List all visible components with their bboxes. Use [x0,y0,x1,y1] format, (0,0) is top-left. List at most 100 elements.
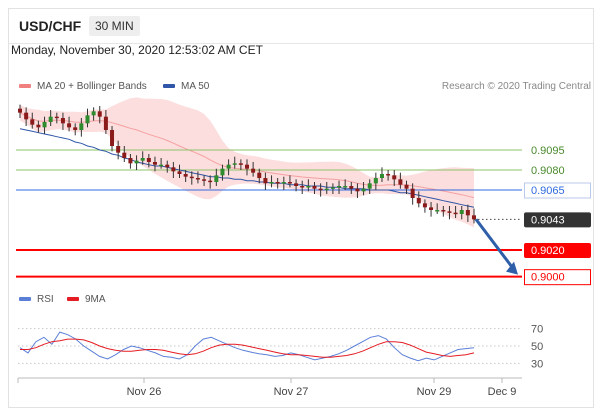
candle-body-7 [60,118,65,124]
candle-body-68 [435,210,440,212]
candle-body-26 [177,171,182,174]
timeframe-badge[interactable]: 30 MIN [89,16,140,36]
candle-body-12 [91,111,96,116]
legend-9ma: 9MA [67,294,106,305]
candle-body-42 [275,182,280,184]
candle-body-57 [367,183,372,189]
candle-body-43 [281,182,286,184]
candle-body-74 [472,215,476,220]
level-label-2: 0.9065 [531,185,565,197]
candle-body-11 [85,115,90,124]
candle-body-51 [330,187,335,189]
candle-body-31 [208,180,213,183]
legend-ma50-label: MA 50 [181,81,210,92]
bollinger-swatch [19,84,31,89]
x-tick-label-1: Nov 27 [274,386,309,398]
candle-body-61 [392,175,397,180]
candle-body-64 [410,188,415,198]
candle-body-63 [404,184,409,189]
candle-body-40 [263,178,268,184]
legend-ma50: MA 50 [163,81,209,92]
candle-body-18 [128,158,133,164]
candle-body-49 [318,188,323,191]
ma50-swatch [163,84,175,89]
candle-body-29 [195,178,200,180]
forecast-arrow-shaft [474,218,516,271]
chart-header: USD/CHF 30 MIN [9,9,593,44]
legend-rsi-label: RSI [37,294,54,305]
rsi-line [19,331,475,362]
candle-body-15 [110,130,115,146]
research-credit: Research © 2020 Trading Central [441,81,591,92]
candle-body-36 [238,163,243,165]
candle-body-28 [189,176,194,179]
rsi-ma-line [20,338,475,358]
x-tick-label-2: Nov 29 [417,386,452,398]
candle-body-17 [122,152,127,158]
candle-body-16 [116,146,121,153]
candle-body-45 [294,183,299,186]
candle-body-10 [79,123,84,130]
candle-body-24 [165,164,170,168]
candle-body-37 [245,164,249,169]
candle-body-66 [422,203,427,208]
candle-body-46 [300,186,305,188]
candle-body-19 [134,160,139,164]
forecast-arrow-head [506,261,518,275]
candle-body-67 [429,207,434,210]
candle-body-14 [103,116,108,130]
candle-body-20 [140,158,145,161]
candle-body-48 [312,186,317,189]
chart-datetime: Monday, November 30, 2020 12:53:02 AM CE… [11,43,263,57]
candle-body-25 [171,167,176,172]
candle-body-8 [67,123,72,128]
level-badge-4 [524,243,591,258]
candle-body-35 [232,163,237,165]
candle-body-30 [202,179,207,181]
candle-body-44 [287,182,292,184]
candle-body-62 [398,179,403,185]
rsi-level-label-0: 70 [531,324,543,336]
level-label-0: 0.9095 [531,145,565,157]
candle-body-71 [453,212,458,215]
candle-body-72 [459,210,464,214]
candle-body-38 [251,168,256,173]
level-label-5: 0.9000 [531,272,565,284]
candle-body-73 [465,210,470,216]
legend-bollinger-label: MA 20 + Bollinger Bands [37,81,147,92]
candle-body-32 [214,175,219,182]
candle-body-6 [54,116,59,119]
x-tick-label-0: Nov 26 [127,386,162,398]
candle-body-47 [306,186,311,188]
legend-9ma-label: 9MA [85,294,106,305]
candle-body-56 [361,188,366,192]
candle-body-21 [146,158,151,162]
level-label-4: 0.9020 [531,245,565,257]
symbol-label: USD/CHF [19,18,82,34]
chart-frame: USD/CHF 30 MIN [8,8,594,408]
candle-body-34 [226,164,231,169]
candle-body-39 [257,172,262,178]
ma9-swatch [67,297,79,302]
rsi-level-label-1: 50 [531,341,543,353]
legend-bollinger: MA 20 + Bollinger Bands [19,81,147,92]
candle-body-69 [441,210,446,212]
candle-body-2 [30,119,35,125]
candle-body-50 [324,188,329,191]
candle-body-55 [355,188,360,192]
legend-rsi: RSI [19,294,54,305]
candle-body-0 [18,108,22,113]
current-price-badge [524,212,591,228]
level-label-1: 0.9080 [531,165,565,177]
candle-body-52 [337,186,342,188]
level-box-2 [524,182,591,199]
candle-body-53 [343,186,348,188]
ma50-line [19,128,475,208]
rsi-swatch [19,297,31,302]
candle-body-13 [97,111,102,117]
candle-body-65 [416,198,421,204]
candle-body-33 [220,168,225,176]
candle-body-70 [447,211,452,213]
candle-body-54 [349,186,354,189]
